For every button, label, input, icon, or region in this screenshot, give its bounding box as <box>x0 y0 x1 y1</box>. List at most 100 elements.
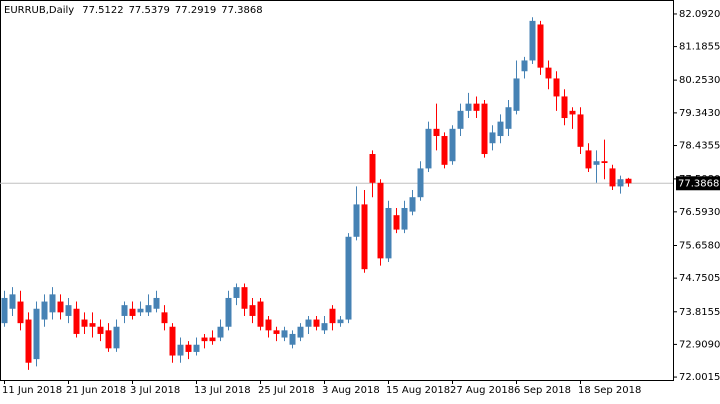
y-tick-label: 82.0920 <box>679 9 720 20</box>
candle-body <box>185 344 192 352</box>
x-tick-label: 15 Aug 2018 <box>386 385 450 396</box>
y-tick-label: 78.4355 <box>679 141 720 152</box>
candle-body <box>361 204 368 270</box>
candle-body <box>601 161 608 164</box>
y-tick-label: 76.5930 <box>679 207 720 218</box>
candle-body <box>153 297 160 309</box>
header-value: 77.2919 <box>175 5 216 16</box>
candle-body <box>393 215 400 230</box>
y-tick-label: 72.9090 <box>679 339 720 350</box>
candle-body <box>217 326 224 338</box>
x-tick-label: 13 Jul 2018 <box>194 385 251 396</box>
candle-body <box>49 294 56 313</box>
candle-body <box>561 96 568 119</box>
candle-body <box>33 308 40 360</box>
candle-body <box>89 323 96 327</box>
candle-body <box>433 128 440 137</box>
y-tick-label: 79.3430 <box>679 108 720 119</box>
candle-body <box>209 337 216 342</box>
candle-body <box>513 78 520 111</box>
candle-body <box>169 326 176 356</box>
header: EURRUB,Daily <box>4 5 74 16</box>
candle-body <box>193 344 200 352</box>
x-tick-label: 18 Sep 2018 <box>578 385 641 396</box>
candle-body <box>321 323 328 331</box>
candle-body <box>617 179 624 187</box>
candle-body <box>569 110 576 115</box>
candle-body <box>73 308 80 334</box>
candle-body <box>65 305 72 316</box>
candle-body <box>609 168 616 187</box>
candle-body <box>225 297 232 327</box>
candle-body <box>545 67 552 79</box>
candle-body <box>249 305 256 316</box>
candle-body <box>129 308 136 316</box>
candle-body <box>417 168 424 198</box>
candle-body <box>161 312 168 324</box>
candle-body <box>241 287 248 309</box>
candle-body <box>441 136 448 165</box>
candle-body <box>553 78 560 97</box>
candle-body <box>97 326 104 334</box>
x-tick-label: 6 Sep 2018 <box>514 385 571 396</box>
candle-body <box>145 305 152 313</box>
candle-body <box>105 330 112 349</box>
candle-body <box>481 103 488 155</box>
x-tick-label: 27 Aug 2018 <box>450 385 514 396</box>
x-tick-label: 11 Jun 2018 <box>2 385 62 396</box>
candle-body <box>265 319 272 331</box>
y-tick-label: 74.7505 <box>679 273 720 284</box>
candle-body <box>289 333 296 345</box>
candle-body <box>489 132 496 144</box>
candle-body <box>57 301 64 313</box>
candle-body <box>345 236 352 320</box>
candle-body <box>353 204 360 237</box>
candle-body <box>425 128 432 169</box>
candle-body <box>465 103 472 111</box>
candle-body <box>1 297 8 324</box>
candle-body <box>81 319 88 327</box>
candle-body <box>521 60 528 72</box>
candle-body <box>121 305 128 316</box>
candle-body <box>385 207 392 259</box>
candle-body <box>577 114 584 147</box>
candle-body <box>9 294 16 309</box>
candle-body <box>313 319 320 327</box>
header-value: 77.5122 <box>82 5 123 16</box>
y-tick-label: 80.2530 <box>679 75 720 86</box>
x-tick-label: 3 Aug 2018 <box>322 385 380 396</box>
price-label: 77.3868 <box>678 178 719 189</box>
plot-frame <box>0 0 674 381</box>
candle-body <box>17 301 24 324</box>
candle-body <box>177 344 184 356</box>
candle-body <box>529 20 536 61</box>
candle-body <box>25 319 32 363</box>
candle-body <box>137 308 144 313</box>
candle-body <box>401 207 408 230</box>
y-tick-label: 81.1855 <box>679 42 720 53</box>
candle-body <box>281 330 288 338</box>
candle-body <box>369 154 376 183</box>
x-tick-label: 3 Jul 2018 <box>130 385 180 396</box>
y-tick-label: 75.6580 <box>679 240 720 251</box>
candle-body <box>297 326 304 338</box>
candle-body <box>505 107 512 129</box>
y-tick-label: 73.8155 <box>679 307 720 318</box>
candle-body <box>585 150 592 169</box>
candle-body <box>457 110 464 129</box>
header-value: 77.3868 <box>221 5 262 16</box>
candle-body <box>497 121 504 137</box>
header-value: 77.5379 <box>129 5 170 16</box>
y-tick-label: 72.0015 <box>679 372 720 383</box>
candle-body <box>537 24 544 68</box>
chart-title: EURRUB,Daily <box>4 5 74 16</box>
candle-body <box>201 337 208 342</box>
price-label-box <box>676 176 720 191</box>
candle-body <box>593 161 600 165</box>
candle-body <box>449 128 456 162</box>
candle-body <box>305 319 312 327</box>
candle-body <box>273 330 280 334</box>
candle-body <box>473 103 480 111</box>
candle-body <box>377 182 384 259</box>
